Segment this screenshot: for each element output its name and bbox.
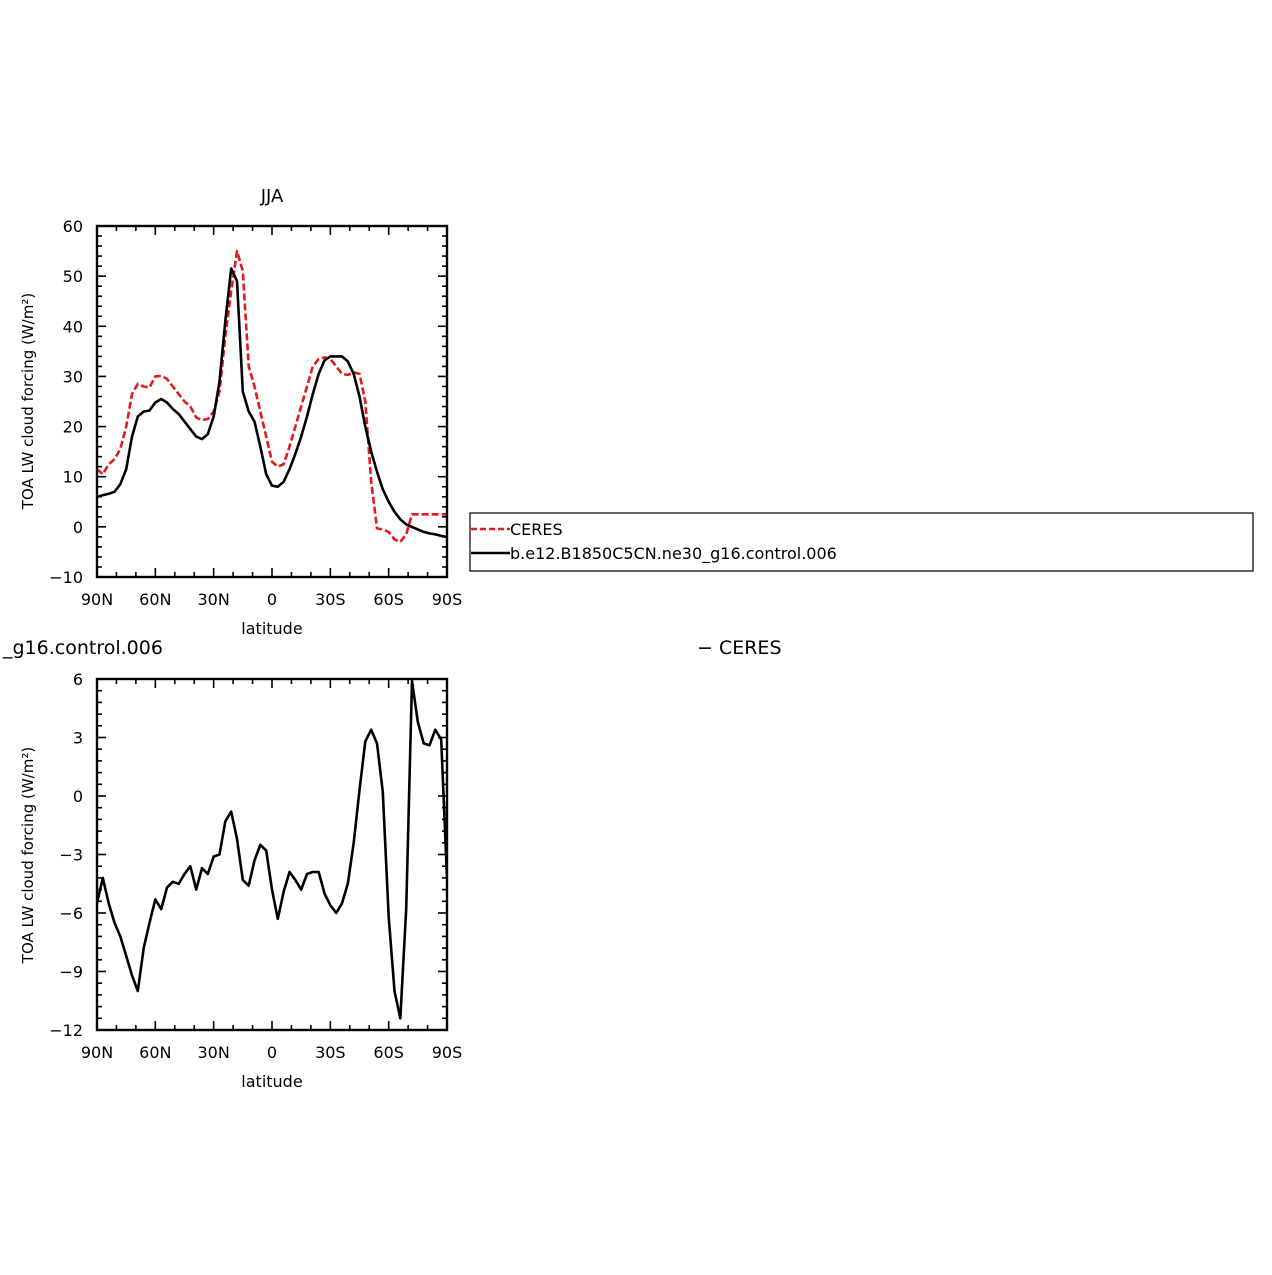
bottom-plot-marks: 90N 60N 30N 0 30S 60S 90S −12 −9 −6 −3 0 3 6 [49, 670, 462, 1062]
y-tick-label: 10 [63, 468, 83, 487]
legend: CERES b.e12.B1850C5CN.ne30_g16.control.0… [469, 512, 1254, 572]
series-line-1 [97, 249, 447, 544]
y-tick-label: 30 [63, 367, 83, 386]
x-tick-label: 90S [432, 590, 463, 609]
x-tick-label: 90S [432, 1043, 463, 1062]
x-tick-label: 30N [198, 590, 230, 609]
x-tick-label: 60N [139, 590, 171, 609]
series-line-2 [97, 267, 447, 539]
x-tick-label: 60S [373, 590, 404, 609]
y-tick-label: 6 [73, 670, 83, 689]
y-tick-label: −10 [49, 568, 83, 587]
bottom-x-axis-label: latitude [241, 1072, 302, 1091]
legend-label-model: b.e12.B1850C5CN.ne30_g16.control.006 [510, 544, 837, 564]
top-x-axis-label: latitude [241, 619, 302, 638]
x-tick-label: 0 [267, 1043, 277, 1062]
y-tick-label: −3 [59, 846, 83, 865]
top-plot-marks: 90N 60N 30N 0 30S 60S 90S −10 0 10 20 30 40 50 60 [49, 217, 462, 609]
bottom-panel: _g16.control.006 − CERES 90N 60N 30N 0 30S 60… [2, 637, 782, 1091]
x-tick-label: 60N [139, 1043, 171, 1062]
y-tick-label: 60 [63, 217, 83, 236]
x-tick-label: 90N [81, 590, 113, 609]
top-chart-title: JJA [260, 186, 284, 207]
y-tick-label: −12 [49, 1021, 83, 1040]
x-tick-label: 0 [267, 590, 277, 609]
y-tick-label: −9 [59, 963, 83, 982]
y-tick-label: 0 [73, 787, 83, 806]
y-tick-label: 40 [63, 317, 83, 336]
legend-box [469, 512, 1254, 572]
plot-frame [95, 224, 449, 579]
top-panel: JJA 90N 60N 30N 0 30S 60S 90S−100102030405060 … [19, 186, 462, 638]
bottom-chart-title-left: _g16.control.006 [2, 637, 163, 659]
x-tick-label: 30N [198, 1043, 230, 1062]
x-tick-label: 30S [315, 1043, 346, 1062]
series-group [97, 679, 447, 1020]
series-group [97, 249, 447, 544]
y-tick-label: 3 [73, 729, 83, 748]
top-y-axis-label: TOA LW cloud forcing (W/m²) [19, 293, 37, 510]
y-tick-label: 50 [63, 267, 83, 286]
x-tick-label: 60S [373, 1043, 404, 1062]
y-tick-label: 0 [73, 518, 83, 537]
y-tick-label: 20 [63, 418, 83, 437]
x-tick-label: 90N [81, 1043, 113, 1062]
series-line-1 [97, 679, 447, 1020]
bottom-chart-title-right: − CERES [697, 637, 782, 659]
x-tick-label: 30S [315, 590, 346, 609]
bottom-y-axis-label: TOA LW cloud forcing (W/m²) [19, 747, 37, 964]
legend-label-ceres: CERES [510, 520, 563, 539]
y-tick-label: −6 [59, 904, 83, 923]
